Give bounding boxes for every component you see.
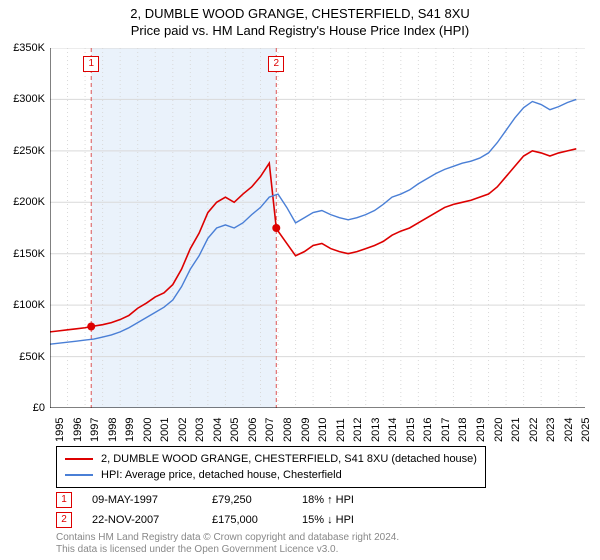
x-tick-label: 2024 xyxy=(563,418,575,442)
x-tick-label: 2004 xyxy=(212,418,224,442)
sale-annotations: 1 09-MAY-1997 £79,250 18% ↑ HPI 2 22-NOV… xyxy=(56,490,402,530)
sale-marker-2: 2 xyxy=(56,512,72,528)
y-tick-label: £100K xyxy=(0,299,45,311)
x-tick-label: 2025 xyxy=(580,418,592,442)
title-subtitle: Price paid vs. HM Land Registry's House … xyxy=(0,23,600,38)
y-tick-label: £300K xyxy=(0,93,45,105)
x-tick-label: 2008 xyxy=(282,418,294,442)
sale-date-1: 09-MAY-1997 xyxy=(92,494,212,506)
x-tick-label: 2020 xyxy=(493,418,505,442)
x-tick-label: 2015 xyxy=(405,418,417,442)
x-tick-label: 1996 xyxy=(72,418,84,442)
x-tick-label: 1995 xyxy=(54,418,66,442)
legend-item-property: 2, DUMBLE WOOD GRANGE, CHESTERFIELD, S41… xyxy=(65,451,477,467)
x-tick-label: 2016 xyxy=(422,418,434,442)
x-tick-label: 2010 xyxy=(317,418,329,442)
sale-row-2: 2 22-NOV-2007 £175,000 15% ↓ HPI xyxy=(56,510,402,530)
sale-date-2: 22-NOV-2007 xyxy=(92,514,212,526)
legend-swatch-hpi xyxy=(65,474,93,476)
legend-label-property: 2, DUMBLE WOOD GRANGE, CHESTERFIELD, S41… xyxy=(101,453,477,465)
y-tick-label: £350K xyxy=(0,42,45,54)
chart-sale-marker: 2 xyxy=(268,56,284,72)
title-block: 2, DUMBLE WOOD GRANGE, CHESTERFIELD, S41… xyxy=(0,0,600,38)
sale-delta-2: 15% ↓ HPI xyxy=(302,514,402,526)
x-tick-label: 1997 xyxy=(89,418,101,442)
sale-marker-1: 1 xyxy=(56,492,72,508)
x-tick-label: 2005 xyxy=(229,418,241,442)
y-tick-label: £250K xyxy=(0,145,45,157)
x-tick-label: 2002 xyxy=(177,418,189,442)
sale-row-1: 1 09-MAY-1997 £79,250 18% ↑ HPI xyxy=(56,490,402,510)
legend: 2, DUMBLE WOOD GRANGE, CHESTERFIELD, S41… xyxy=(56,446,486,488)
x-tick-label: 2003 xyxy=(194,418,206,442)
legend-swatch-property xyxy=(65,458,93,460)
footer-line2: This data is licensed under the Open Gov… xyxy=(56,544,399,556)
x-tick-label: 2021 xyxy=(510,418,522,442)
chart-sale-marker: 1 xyxy=(83,56,99,72)
y-tick-label: £150K xyxy=(0,248,45,260)
x-tick-label: 2019 xyxy=(475,418,487,442)
legend-item-hpi: HPI: Average price, detached house, Ches… xyxy=(65,467,477,483)
x-tick-label: 2017 xyxy=(440,418,452,442)
chart-svg xyxy=(50,48,585,408)
footer-line1: Contains HM Land Registry data © Crown c… xyxy=(56,532,399,544)
x-tick-label: 2000 xyxy=(142,418,154,442)
x-tick-label: 1998 xyxy=(107,418,119,442)
legend-label-hpi: HPI: Average price, detached house, Ches… xyxy=(101,469,342,481)
title-address: 2, DUMBLE WOOD GRANGE, CHESTERFIELD, S41… xyxy=(0,6,600,21)
y-tick-label: £200K xyxy=(0,196,45,208)
x-tick-label: 2022 xyxy=(528,418,540,442)
sale-price-2: £175,000 xyxy=(212,514,302,526)
x-tick-label: 2009 xyxy=(300,418,312,442)
x-tick-label: 2001 xyxy=(159,418,171,442)
x-tick-label: 2013 xyxy=(370,418,382,442)
footer: Contains HM Land Registry data © Crown c… xyxy=(56,532,399,556)
x-tick-label: 2006 xyxy=(247,418,259,442)
x-tick-label: 1999 xyxy=(124,418,136,442)
y-tick-label: £0 xyxy=(0,402,45,414)
x-tick-label: 2023 xyxy=(545,418,557,442)
chart-container: 2, DUMBLE WOOD GRANGE, CHESTERFIELD, S41… xyxy=(0,0,600,560)
y-tick-label: £50K xyxy=(0,351,45,363)
x-tick-label: 2007 xyxy=(264,418,276,442)
x-tick-label: 2011 xyxy=(335,418,347,442)
sale-delta-1: 18% ↑ HPI xyxy=(302,494,402,506)
chart-area: £0£50K£100K£150K£200K£250K£300K£350K1995… xyxy=(50,48,585,408)
x-tick-label: 2014 xyxy=(387,418,399,442)
sale-price-1: £79,250 xyxy=(212,494,302,506)
x-tick-label: 2012 xyxy=(352,418,364,442)
x-tick-label: 2018 xyxy=(457,418,469,442)
